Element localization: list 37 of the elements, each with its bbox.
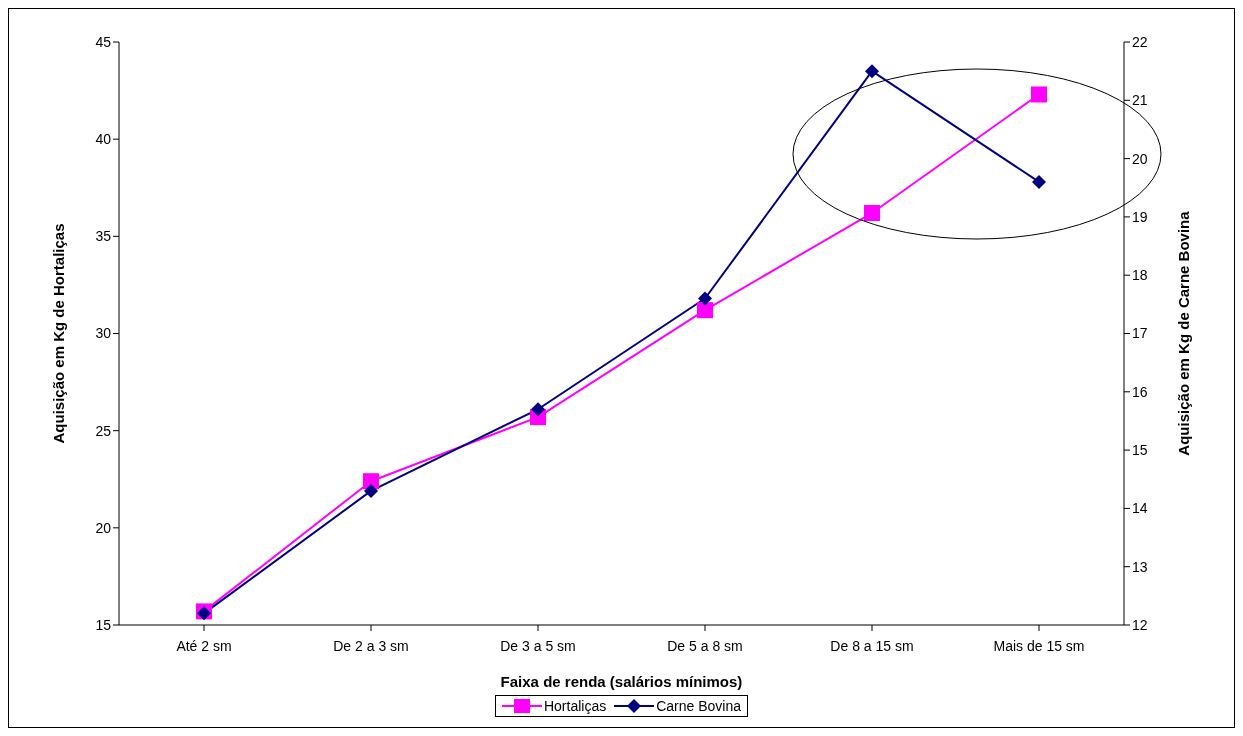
x-tick-label: De 8 a 15 sm xyxy=(830,637,914,654)
point xyxy=(865,64,879,79)
x-tick-label: Até 2 sm xyxy=(176,637,232,654)
x-tick-label: Mais de 15 sm xyxy=(993,637,1085,654)
point xyxy=(697,302,713,319)
y-tick-label: 35 xyxy=(95,228,112,245)
y2-tick-label: 18 xyxy=(1132,267,1148,284)
point xyxy=(1031,86,1047,103)
x-axis-title: Faixa de renda (salários mínimos) xyxy=(500,673,743,690)
point xyxy=(531,402,545,417)
y-tick-label: 30 xyxy=(95,325,112,342)
point xyxy=(364,483,378,498)
legend-label: Hortaliças xyxy=(543,698,607,714)
y-tick-label: 45 xyxy=(95,33,112,50)
y2-tick-label: 22 xyxy=(1132,33,1148,50)
y2-axis-title: Aquisição em Kg de Carne Bovina xyxy=(1175,210,1193,456)
y-tick-label: 25 xyxy=(95,422,112,439)
y2-tick-label: 19 xyxy=(1132,208,1148,225)
x-tick-label: De 5 a 8 sm xyxy=(667,637,743,654)
y2-tick-label: 14 xyxy=(1132,500,1148,517)
y2-tick-label: 21 xyxy=(1132,92,1148,109)
y-axis-title: Aquisição em Kg de Hortaliças xyxy=(50,223,68,444)
point xyxy=(698,291,712,306)
point xyxy=(1032,174,1046,189)
y2-tick-label: 15 xyxy=(1132,442,1148,459)
y2-tick-label: 20 xyxy=(1132,150,1148,167)
y-tick-label: 40 xyxy=(95,131,112,148)
point xyxy=(864,205,880,222)
legend-label: Carne Bovina xyxy=(656,698,742,714)
x-tick-label: De 3 a 5 sm xyxy=(500,637,576,654)
y2-tick-label: 17 xyxy=(1132,325,1148,342)
y2-tick-label: 13 xyxy=(1132,558,1148,575)
y2-tick-label: 16 xyxy=(1132,383,1148,400)
x-tick-label: De 2 a 3 sm xyxy=(333,637,409,654)
y-tick-label: 15 xyxy=(95,616,112,633)
y2-tick-label: 12 xyxy=(1132,616,1148,633)
y-tick-label: 20 xyxy=(95,519,112,536)
